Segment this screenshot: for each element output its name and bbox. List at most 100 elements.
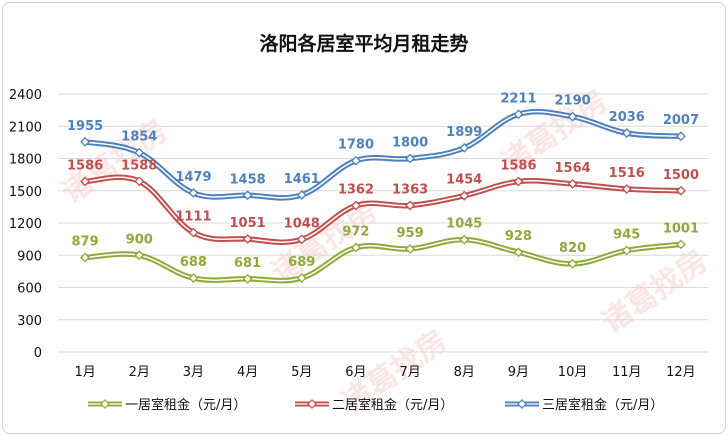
x-tick-label: 11月 bbox=[612, 365, 642, 380]
data-point bbox=[621, 128, 632, 139]
data-point bbox=[567, 178, 578, 189]
data-point bbox=[242, 190, 253, 201]
data-label: 928 bbox=[505, 229, 532, 244]
y-tick-label: 1200 bbox=[9, 217, 42, 232]
data-point bbox=[80, 176, 91, 187]
x-tick-label: 12月 bbox=[666, 365, 696, 380]
data-label: 1586 bbox=[67, 159, 103, 174]
data-label: 1363 bbox=[392, 182, 428, 197]
y-tick-label: 1800 bbox=[9, 153, 42, 168]
x-tick-label: 6月 bbox=[345, 365, 366, 380]
x-tick-label: 10月 bbox=[558, 365, 588, 380]
data-point bbox=[296, 190, 307, 200]
x-tick-label: 4月 bbox=[237, 365, 258, 380]
data-point bbox=[675, 185, 686, 196]
y-tick-label: 0 bbox=[34, 346, 42, 361]
data-point bbox=[459, 142, 470, 153]
data-point bbox=[296, 234, 307, 245]
x-tick-label: 7月 bbox=[399, 365, 420, 380]
data-label: 879 bbox=[72, 235, 99, 250]
data-point bbox=[567, 258, 578, 269]
data-point bbox=[621, 245, 632, 256]
data-point bbox=[188, 188, 199, 198]
data-label: 2211 bbox=[500, 91, 536, 106]
y-tick-label: 2100 bbox=[9, 120, 42, 135]
data-label: 1899 bbox=[446, 125, 482, 140]
data-point bbox=[513, 247, 524, 258]
data-point bbox=[242, 273, 253, 284]
y-tick-label: 1500 bbox=[9, 185, 42, 200]
data-labels: 879 900 688 681 689 972 959 1045 928 820 945 1001 15… bbox=[67, 91, 699, 270]
data-label: 1454 bbox=[446, 173, 482, 188]
data-label: 1800 bbox=[392, 136, 428, 151]
data-label: 1780 bbox=[338, 138, 374, 153]
data-point bbox=[350, 242, 361, 253]
data-label: 972 bbox=[342, 225, 369, 240]
data-label: 1516 bbox=[609, 166, 645, 181]
legend-item-2: 二居室租金（元/月） bbox=[295, 397, 453, 413]
data-point bbox=[134, 176, 145, 187]
data-label: 900 bbox=[126, 232, 153, 247]
data-point bbox=[350, 155, 361, 166]
y-tick-label: 900 bbox=[17, 249, 42, 264]
watermark-text: 诸葛找房 bbox=[595, 243, 713, 340]
data-point bbox=[242, 234, 253, 244]
x-tick-label: 1月 bbox=[74, 365, 95, 380]
data-label: 688 bbox=[180, 255, 207, 270]
data-point bbox=[459, 234, 470, 245]
legend-label: 二居室租金（元/月） bbox=[332, 397, 453, 413]
y-tick-label: 300 bbox=[17, 314, 42, 329]
x-tick-label: 9月 bbox=[508, 365, 529, 380]
data-label: 1001 bbox=[663, 221, 699, 236]
data-point bbox=[621, 184, 632, 194]
data-point bbox=[80, 136, 91, 147]
data-label: 2007 bbox=[663, 113, 699, 128]
data-point bbox=[567, 111, 578, 122]
data-point bbox=[675, 131, 686, 142]
x-tick-label: 2月 bbox=[129, 365, 150, 380]
data-point bbox=[188, 227, 199, 238]
data-point bbox=[513, 109, 524, 120]
x-tick-label: 8月 bbox=[454, 365, 475, 380]
series-2 bbox=[80, 174, 686, 245]
data-label: 1586 bbox=[500, 159, 536, 174]
legend-label: 一居室租金（元/月） bbox=[125, 397, 246, 413]
legend: 一居室租金（元/月） 二居室租金（元/月） 三居室租金（元/月） bbox=[88, 397, 663, 413]
data-point bbox=[675, 239, 686, 250]
series-1 bbox=[80, 234, 686, 284]
x-tick-label: 5月 bbox=[291, 365, 312, 380]
data-label: 1051 bbox=[229, 216, 265, 231]
data-label: 1111 bbox=[175, 210, 211, 225]
data-label: 681 bbox=[234, 256, 261, 271]
data-point bbox=[405, 243, 416, 254]
data-label: 1362 bbox=[338, 183, 374, 198]
data-label: 1564 bbox=[554, 161, 590, 176]
legend-label: 三居室租金（元/月） bbox=[542, 397, 663, 413]
y-axis-ticks: 0 300 600 900 1200 1500 1800 2100 2400 bbox=[9, 88, 42, 361]
grid-lines bbox=[58, 93, 708, 353]
data-point bbox=[350, 200, 361, 211]
data-label: 1500 bbox=[663, 168, 699, 183]
data-point bbox=[459, 190, 470, 201]
data-label: 2036 bbox=[609, 110, 645, 125]
data-point bbox=[405, 200, 416, 211]
data-label: 1479 bbox=[175, 170, 211, 185]
data-label: 1461 bbox=[284, 172, 320, 187]
data-label: 1955 bbox=[67, 119, 103, 134]
data-point bbox=[134, 147, 145, 158]
data-label: 1588 bbox=[121, 158, 157, 173]
data-label: 820 bbox=[559, 241, 586, 256]
data-label: 2190 bbox=[554, 94, 590, 109]
data-point bbox=[405, 153, 416, 164]
data-label: 959 bbox=[397, 226, 424, 241]
data-point bbox=[188, 273, 199, 283]
data-label: 1048 bbox=[284, 216, 320, 231]
data-point bbox=[134, 250, 145, 261]
legend-item-3: 三居室租金（元/月） bbox=[505, 397, 663, 413]
y-tick-label: 600 bbox=[17, 282, 42, 297]
chart-title: 洛阳各居室平均月租走势 bbox=[259, 32, 468, 55]
data-point bbox=[80, 252, 91, 263]
data-label: 1458 bbox=[229, 172, 265, 187]
